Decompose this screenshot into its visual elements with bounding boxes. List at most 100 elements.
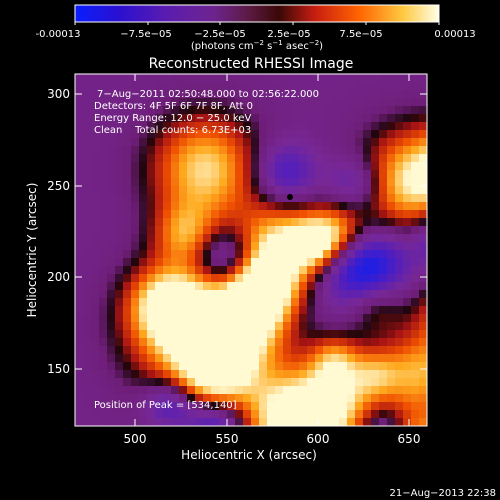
- map-pixel: [179, 314, 188, 323]
- map-pixel: [371, 282, 380, 291]
- map-pixel: [339, 314, 348, 323]
- map-pixel: [107, 314, 116, 323]
- map-pixel: [91, 314, 100, 323]
- map-pixel: [211, 314, 220, 323]
- map-pixel: [419, 394, 427, 403]
- map-pixel: [195, 386, 204, 395]
- map-pixel: [147, 90, 156, 99]
- map-pixel: [155, 122, 164, 131]
- map-pixel: [251, 90, 260, 99]
- map-pixel: [83, 282, 92, 291]
- map-pixel: [355, 354, 364, 363]
- map-pixel: [259, 82, 268, 91]
- map-pixel: [107, 378, 116, 387]
- map-pixel: [347, 234, 356, 243]
- map-pixel: [243, 146, 252, 155]
- map-pixel: [291, 146, 300, 155]
- map-pixel: [259, 234, 268, 243]
- map-pixel: [179, 402, 188, 411]
- map-pixel: [267, 314, 276, 323]
- map-pixel: [83, 162, 92, 171]
- map-pixel: [419, 410, 427, 419]
- map-pixel: [155, 194, 164, 203]
- map-pixel: [267, 346, 276, 355]
- map-pixel: [371, 234, 380, 243]
- map-pixel: [107, 186, 116, 195]
- map-pixel: [395, 266, 404, 275]
- map-pixel: [283, 114, 292, 123]
- map-pixel: [315, 242, 324, 251]
- map-pixel: [339, 394, 348, 403]
- x-axis-label: Heliocentric X (arcsec): [181, 448, 317, 462]
- map-pixel: [123, 402, 132, 411]
- map-pixel: [91, 82, 100, 91]
- map-pixel: [131, 386, 140, 395]
- map-pixel: [347, 282, 356, 291]
- map-pixel: [363, 114, 372, 123]
- map-pixel: [251, 386, 260, 395]
- map-pixel: [227, 378, 236, 387]
- map-pixel: [75, 218, 84, 227]
- map-pixel: [395, 74, 404, 83]
- map-pixel: [195, 234, 204, 243]
- map-pixel: [267, 90, 276, 99]
- map-pixel: [219, 202, 228, 211]
- map-pixel: [195, 122, 204, 131]
- map-pixel: [371, 98, 380, 107]
- map-pixel: [395, 282, 404, 291]
- map-pixel: [219, 386, 228, 395]
- map-pixel: [379, 82, 388, 91]
- map-pixel: [291, 378, 300, 387]
- map-pixel: [211, 298, 220, 307]
- map-pixel: [339, 186, 348, 195]
- map-pixel: [371, 362, 380, 371]
- map-pixel: [171, 90, 180, 99]
- map-pixel: [211, 122, 220, 131]
- map-pixel: [99, 146, 108, 155]
- map-pixel: [115, 346, 124, 355]
- map-pixel: [355, 194, 364, 203]
- map-pixel: [115, 90, 124, 99]
- map-pixel: [323, 186, 332, 195]
- map-pixel: [83, 82, 92, 91]
- map-pixel: [219, 258, 228, 267]
- map-pixel: [107, 98, 116, 107]
- map-pixel: [155, 298, 164, 307]
- map-pixel: [235, 378, 244, 387]
- map-pixel: [379, 170, 388, 179]
- map-pixel: [275, 170, 284, 179]
- map-pixel: [171, 298, 180, 307]
- map-pixel: [115, 146, 124, 155]
- map-pixel: [371, 170, 380, 179]
- map-pixel: [315, 234, 324, 243]
- map-pixel: [291, 90, 300, 99]
- map-pixel: [371, 330, 380, 339]
- map-pixel: [75, 258, 84, 267]
- map-pixel: [147, 226, 156, 235]
- map-pixel: [267, 138, 276, 147]
- map-pixel: [163, 394, 172, 403]
- map-pixel: [419, 266, 427, 275]
- map-pixel: [195, 226, 204, 235]
- map-pixel: [115, 178, 124, 187]
- map-pixel: [363, 314, 372, 323]
- map-pixel: [267, 394, 276, 403]
- map-pixel: [291, 210, 300, 219]
- map-pixel: [331, 306, 340, 315]
- map-pixel: [227, 90, 236, 99]
- map-pixel: [99, 330, 108, 339]
- map-pixel: [355, 178, 364, 187]
- map-pixel: [203, 354, 212, 363]
- map-pixel: [395, 362, 404, 371]
- map-pixel: [259, 402, 268, 411]
- map-pixel: [275, 314, 284, 323]
- map-pixel: [379, 338, 388, 347]
- map-pixel: [131, 314, 140, 323]
- map-pixel: [123, 306, 132, 315]
- map-pixel: [347, 162, 356, 171]
- map-pixel: [275, 234, 284, 243]
- map-pixel: [371, 290, 380, 299]
- map-pixel: [363, 282, 372, 291]
- map-pixel: [315, 178, 324, 187]
